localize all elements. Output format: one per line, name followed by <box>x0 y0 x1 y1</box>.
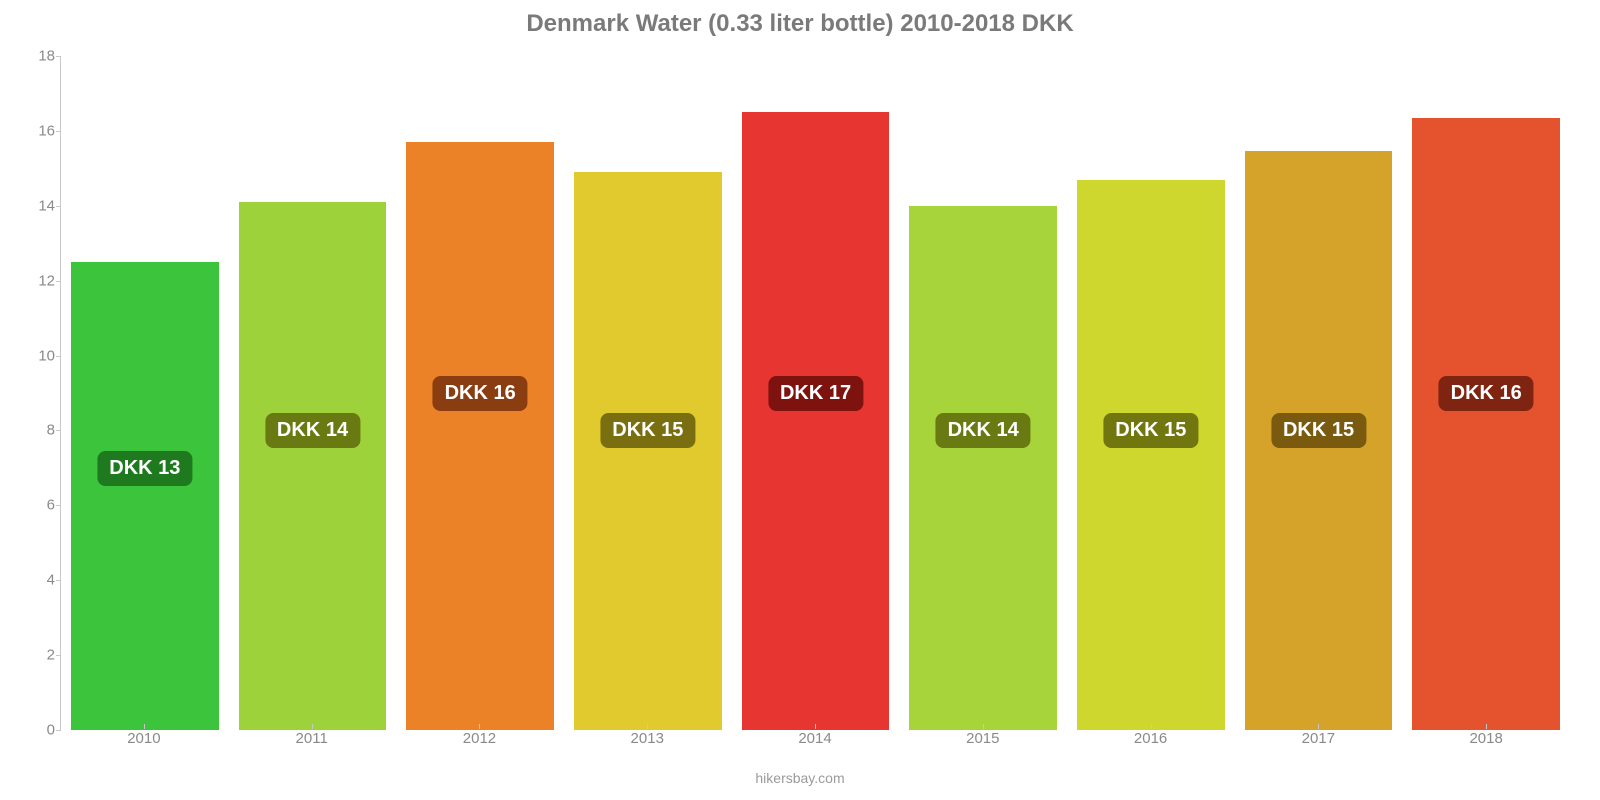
bar: DKK 14 <box>909 206 1057 730</box>
bar: DKK 14 <box>239 202 387 730</box>
bar: DKK 16 <box>406 142 554 730</box>
y-tick-label: 2 <box>19 647 55 664</box>
value-pill: DKK 14 <box>265 413 360 448</box>
y-tick-label: 4 <box>19 572 55 589</box>
value-pill: DKK 15 <box>1103 413 1198 448</box>
y-tick-label: 0 <box>19 722 55 739</box>
bar-slot: DKK 16 <box>396 56 564 730</box>
bar: DKK 15 <box>1077 180 1225 730</box>
y-tick-label: 10 <box>19 347 55 364</box>
x-tick-label: 2014 <box>731 730 899 760</box>
bar: DKK 16 <box>1412 118 1560 730</box>
y-tick-mark <box>56 356 61 357</box>
y-tick-mark <box>56 206 61 207</box>
value-pill: DKK 15 <box>600 413 695 448</box>
x-tick-label: 2010 <box>60 730 228 760</box>
bar-slot: DKK 16 <box>1402 56 1570 730</box>
value-pill: DKK 13 <box>97 451 192 486</box>
chart-title: Denmark Water (0.33 liter bottle) 2010-2… <box>0 10 1600 38</box>
x-tick-label: 2011 <box>228 730 396 760</box>
y-tick-mark <box>56 655 61 656</box>
y-tick-label: 18 <box>19 48 55 65</box>
value-pill: DKK 17 <box>768 376 863 411</box>
y-tick-mark <box>56 281 61 282</box>
y-tick-label: 16 <box>19 122 55 139</box>
value-pill: DKK 14 <box>936 413 1031 448</box>
bar-slot: DKK 15 <box>1067 56 1235 730</box>
bar: DKK 15 <box>1245 151 1393 730</box>
y-tick-label: 8 <box>19 422 55 439</box>
x-tick-label: 2016 <box>1067 730 1235 760</box>
x-tick-label: 2012 <box>396 730 564 760</box>
y-tick-label: 6 <box>19 497 55 514</box>
bar: DKK 17 <box>742 112 890 730</box>
bar-slot: DKK 14 <box>899 56 1067 730</box>
y-tick-mark <box>56 56 61 57</box>
bar: DKK 15 <box>574 172 722 730</box>
y-tick-label: 14 <box>19 197 55 214</box>
bars-group: DKK 13 DKK 14 DKK 16 DKK 15 DKK 17 DKK 14 DKK … <box>61 56 1570 730</box>
y-tick-mark <box>56 580 61 581</box>
attribution-text: hikersbay.com <box>0 770 1600 786</box>
value-pill: DKK 15 <box>1271 413 1366 448</box>
value-pill: DKK 16 <box>1439 376 1534 411</box>
x-tick-label: 2017 <box>1234 730 1402 760</box>
x-tick-label: 2013 <box>563 730 731 760</box>
chart-container: Denmark Water (0.33 liter bottle) 2010-2… <box>0 0 1600 800</box>
bar-slot: DKK 15 <box>1235 56 1403 730</box>
bar: DKK 13 <box>71 262 219 730</box>
y-tick-mark <box>56 131 61 132</box>
plot-area: DKK 13 DKK 14 DKK 16 DKK 15 DKK 17 DKK 14 DKK … <box>60 56 1570 730</box>
bar-slot: DKK 15 <box>564 56 732 730</box>
bar-slot: DKK 14 <box>229 56 397 730</box>
x-axis: 201020112012201320142015201620172018 <box>60 730 1570 760</box>
x-tick-label: 2018 <box>1402 730 1570 760</box>
y-tick-mark <box>56 505 61 506</box>
x-tick-label: 2015 <box>899 730 1067 760</box>
y-tick-mark <box>56 430 61 431</box>
value-pill: DKK 16 <box>433 376 528 411</box>
y-tick-label: 12 <box>19 272 55 289</box>
bar-slot: DKK 17 <box>732 56 900 730</box>
bar-slot: DKK 13 <box>61 56 229 730</box>
